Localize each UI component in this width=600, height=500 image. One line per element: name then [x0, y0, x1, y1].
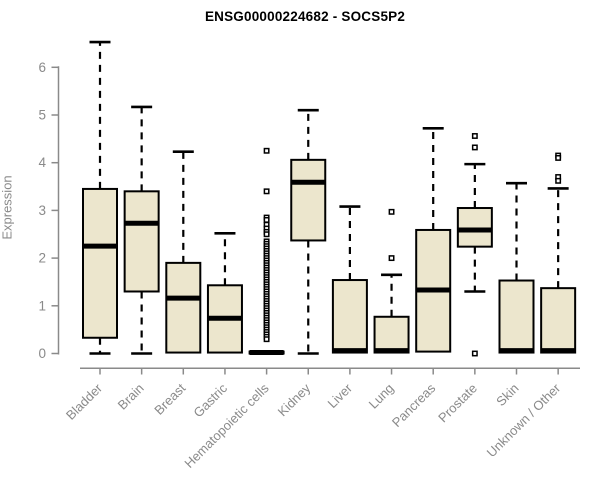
box-pancreas: [415, 127, 452, 353]
box-gastric: [206, 231, 243, 354]
x-tick-label: Skin: [493, 381, 521, 409]
x-tick-label: Bladder: [63, 380, 106, 423]
y-tick-label: 3: [38, 203, 46, 218]
box-kidney: [290, 108, 327, 355]
box-unknown-other: [540, 152, 577, 354]
y-tick-label: 4: [38, 155, 46, 170]
box-hematopoietic-cells: [248, 147, 285, 356]
x-tick-label: Breast: [151, 380, 188, 417]
x-tick-label: Unknown / Other: [484, 380, 564, 460]
x-tick-label: Gastric: [190, 380, 230, 420]
box-lung: [373, 208, 410, 354]
x-tick-label: Liver: [324, 380, 355, 411]
outlier-point: [388, 255, 395, 262]
box-skin: [498, 181, 535, 354]
x-tick-label: Kidney: [275, 380, 314, 419]
y-tick-label: 1: [38, 298, 46, 313]
outlier-point: [263, 336, 270, 343]
box-breast: [165, 150, 202, 354]
outlier-point: [555, 154, 562, 161]
outlier-point: [471, 350, 478, 357]
y-tick-label: 2: [38, 251, 46, 266]
box-liver: [331, 205, 368, 354]
outlier-point: [263, 216, 270, 223]
y-tick-label: 6: [38, 60, 46, 75]
x-tick-label: Pancreas: [389, 380, 439, 430]
box-brain: [123, 105, 160, 355]
outlier-point: [263, 147, 270, 154]
chart-title: ENSG00000224682 - SOCS5P2: [204, 9, 406, 24]
outlier-point: [263, 231, 270, 238]
outlier-point: [471, 144, 478, 151]
outlier-point: [388, 208, 395, 215]
outlier-point: [555, 177, 562, 184]
y-tick-label: 5: [38, 108, 46, 123]
outlier-point: [471, 133, 478, 139]
y-tick-label: 0: [38, 346, 46, 361]
x-tick-label: Prostate: [435, 381, 480, 426]
x-tick-label: Lung: [366, 381, 397, 412]
outlier-point: [263, 188, 270, 195]
x-tick-label: Brain: [115, 381, 147, 413]
box-prostate: [456, 133, 493, 357]
y-axis: 0 1 2 3 4 5 6: [38, 60, 60, 361]
box-bladder: [82, 40, 118, 355]
